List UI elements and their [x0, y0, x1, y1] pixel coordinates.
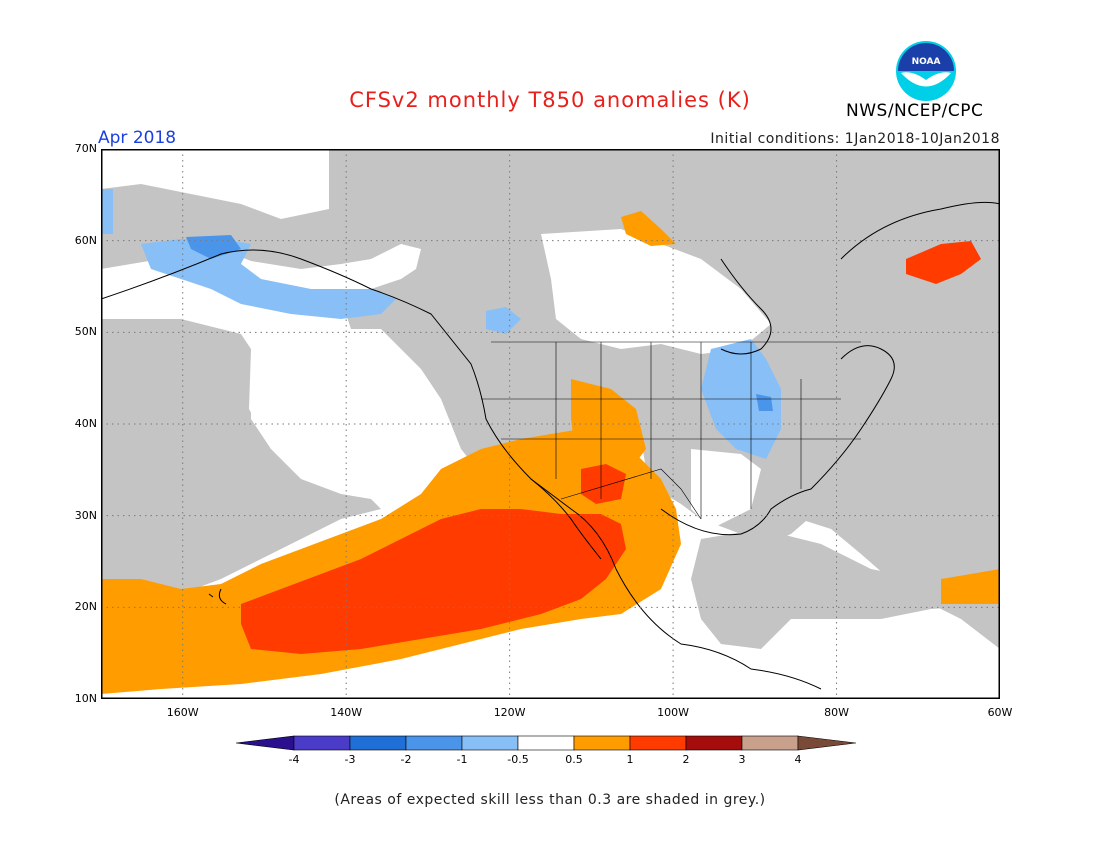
cool-anomaly-midwest-core — [756, 394, 773, 411]
colorbar-tick-label: -4 — [288, 753, 300, 766]
colorbar-segment — [629, 735, 687, 751]
latitude-label: 10N — [74, 692, 97, 705]
coastlines — [101, 201, 1000, 690]
cool-anomaly-west-edge — [101, 189, 113, 234]
colorbar-segment — [405, 735, 463, 751]
latitude-label: 20N — [74, 600, 97, 614]
graticule — [101, 149, 1000, 699]
colorbar-tick-label: -1 — [456, 753, 468, 766]
map-title: CFSv2 monthly T850 anomalies (K) — [349, 88, 751, 112]
latitude-label: 60N — [74, 233, 97, 247]
colorbar-segment — [461, 735, 519, 751]
initial-conditions-label: Initial conditions: 1Jan2018-10Jan2018 — [710, 131, 1000, 147]
longitude-label: 80W — [824, 706, 849, 719]
warm-anomaly-hudson — [621, 211, 676, 246]
colorbar-segment — [349, 735, 407, 751]
colorbar-tick-label: 2 — [682, 753, 690, 766]
neutral-white-pacific — [251, 334, 431, 489]
anomaly-map — [101, 149, 1000, 699]
longitude-label: 120W — [493, 706, 526, 719]
colorbar-tick-label: 0.5 — [565, 753, 583, 766]
latitude-label: 30N — [74, 508, 97, 522]
strong-warm-anomaly-pacific — [241, 509, 626, 654]
map-frame — [101, 149, 1000, 699]
colorbar-tick-label: -2 — [400, 753, 412, 766]
colorbar-segment — [293, 735, 351, 751]
colorbar-segment — [685, 735, 743, 751]
noaa-logo-icon: NOAA — [896, 41, 956, 101]
colorbar-right-arrow — [797, 735, 857, 751]
neutral-white-south-us — [691, 449, 761, 529]
organization-label: NWS/NCEP/CPC — [846, 101, 984, 121]
colorbar-segment — [517, 735, 575, 751]
colorbar-tick-label: -0.5 — [507, 753, 529, 766]
forecast-month-label: Apr 2018 — [98, 128, 177, 148]
logo-text: NOAA — [912, 57, 941, 67]
longitude-label: 100W — [657, 706, 690, 719]
warm-anomaly-caribbean — [941, 569, 1000, 604]
longitude-label: 140W — [330, 706, 363, 719]
warm-anomaly-southwest-us — [571, 379, 646, 479]
latitude-label: 70N — [74, 142, 97, 155]
cool-anomaly-alaska — [141, 239, 396, 319]
colorbar-tick-label: 4 — [794, 753, 802, 766]
latitude-label: 40N — [74, 417, 97, 430]
latitude-label: 50N — [74, 325, 97, 339]
colorbar — [236, 735, 857, 751]
political-boundaries — [481, 341, 861, 520]
neutral-white-canada — [541, 229, 771, 354]
skill-grey-pacific-north — [101, 319, 381, 599]
longitude-label: 160W — [166, 706, 199, 719]
colorbar-tick-label: 1 — [626, 753, 634, 766]
skill-grey-gulf — [691, 529, 1000, 649]
colorbar-tick-label: 3 — [738, 753, 746, 766]
longitude-label: 60W — [987, 706, 1013, 719]
colorbar-segment — [573, 735, 631, 751]
footnote: (Areas of expected skill less than 0.3 a… — [334, 792, 766, 808]
strong-warm-anomaly-labrador — [906, 241, 981, 284]
cool-anomaly-pacific-nw — [486, 307, 521, 334]
colorbar-tick-label: -3 — [344, 753, 356, 766]
colorbar-left-arrow — [236, 735, 295, 751]
strong-warm-anomaly-southwest-us — [581, 464, 626, 504]
colorbar-segment — [741, 735, 799, 751]
